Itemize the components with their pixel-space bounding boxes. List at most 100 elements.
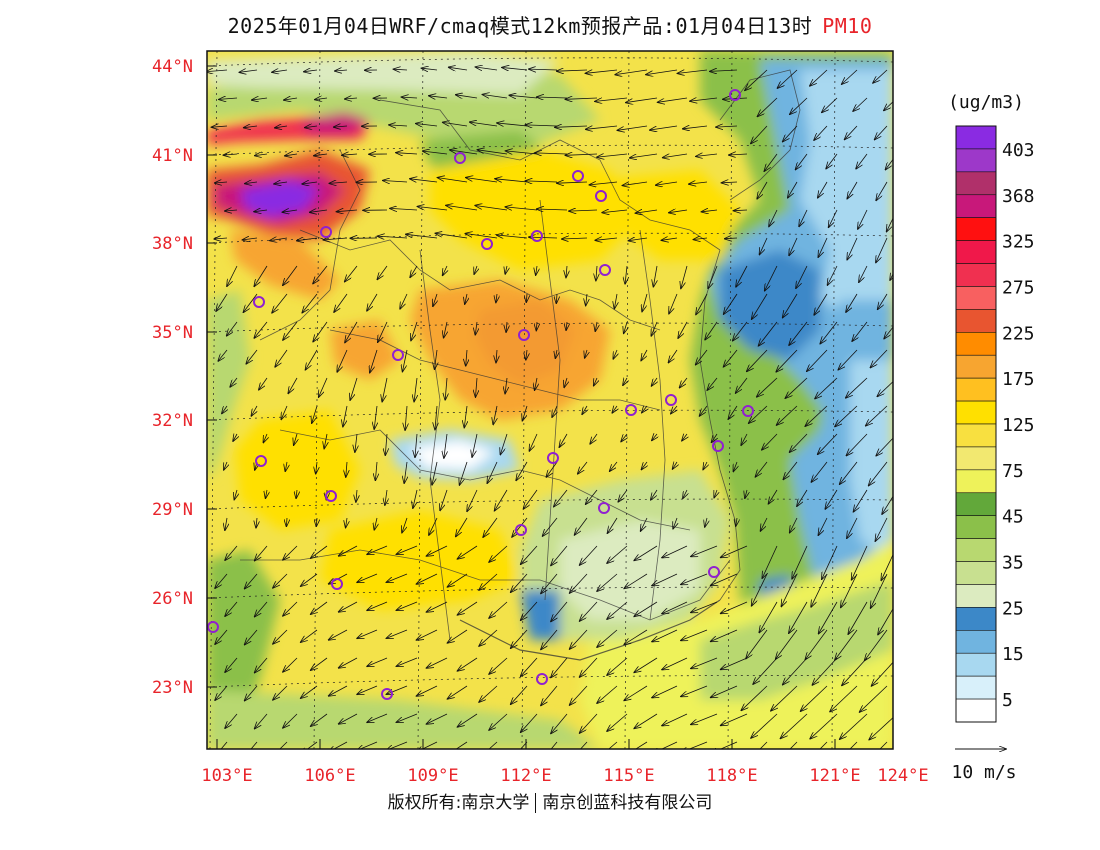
wind-arrow bbox=[607, 657, 628, 675]
wind-arrow bbox=[682, 434, 687, 441]
wind-arrow bbox=[689, 182, 708, 184]
legend-swatch bbox=[955, 354, 997, 379]
wind-arrow bbox=[301, 629, 318, 642]
wind-arrow bbox=[245, 685, 258, 701]
wind-arrow bbox=[215, 573, 228, 588]
wind-arrow bbox=[790, 433, 808, 452]
wind-arrow bbox=[580, 713, 598, 733]
wind-arrow bbox=[736, 265, 748, 287]
wind-arrow bbox=[246, 349, 258, 364]
wind-arrow bbox=[546, 461, 558, 477]
wind-arrow bbox=[759, 601, 778, 632]
wind-arrow bbox=[818, 181, 828, 198]
wind-arrow bbox=[212, 126, 228, 127]
wind-arrow bbox=[618, 125, 648, 130]
wind-arrow bbox=[562, 238, 588, 239]
wind-arrow bbox=[681, 741, 708, 749]
copyright-separator bbox=[535, 793, 537, 813]
wind-arrow bbox=[337, 210, 358, 212]
wind-arrow bbox=[810, 713, 838, 739]
wind-arrow bbox=[305, 126, 318, 128]
wind-arrow bbox=[811, 573, 828, 607]
copyright-right: 南京创蓝科技有限公司 bbox=[542, 793, 713, 813]
wind-arrow bbox=[339, 545, 358, 556]
wind-arrow bbox=[334, 293, 348, 312]
legend-unit: (ug/m3) bbox=[948, 92, 1024, 113]
wind-arrow bbox=[760, 237, 768, 254]
legend-label: 368 bbox=[1002, 186, 1035, 207]
wind-arrow bbox=[417, 573, 438, 584]
wind-arrow bbox=[618, 489, 628, 502]
wind-arrow bbox=[783, 657, 808, 685]
wind-arrow bbox=[828, 265, 838, 285]
wind-arrow bbox=[410, 179, 438, 182]
city-marker bbox=[665, 394, 677, 406]
wind-arrow bbox=[849, 741, 858, 749]
wind-arrow bbox=[835, 405, 858, 426]
wind-arrow bbox=[669, 293, 678, 314]
wind-arrow bbox=[445, 377, 447, 400]
wind-arrow bbox=[673, 517, 677, 529]
wind-arrow bbox=[673, 462, 677, 469]
wind-arrow bbox=[871, 349, 888, 367]
wind-arrow bbox=[764, 153, 778, 171]
wind-arrow bbox=[489, 545, 508, 562]
wind-arrow bbox=[652, 434, 657, 440]
wind-arrow bbox=[586, 293, 587, 305]
wind-arrow bbox=[812, 657, 838, 685]
wind-arrow bbox=[224, 154, 238, 155]
wind-arrow bbox=[427, 657, 448, 668]
wind-arrow bbox=[400, 293, 408, 309]
wind-arrow bbox=[811, 461, 828, 482]
wind-arrow bbox=[263, 433, 267, 442]
wind-arrow bbox=[662, 238, 678, 240]
wind-arrow bbox=[310, 210, 328, 212]
legend-swatch bbox=[955, 698, 997, 723]
wind-arrow bbox=[884, 326, 893, 339]
wind-arrow bbox=[758, 97, 778, 116]
wind-arrow bbox=[543, 517, 558, 536]
wind-arrow bbox=[658, 97, 688, 102]
wind-arrow bbox=[651, 321, 658, 336]
wind-arrow bbox=[642, 406, 647, 413]
wind-arrow bbox=[566, 265, 567, 277]
wind-arrow bbox=[822, 545, 838, 579]
wind-arrow bbox=[641, 517, 648, 531]
wind-arrow bbox=[595, 321, 597, 331]
wind-arrow bbox=[818, 517, 828, 535]
wind-arrow bbox=[859, 265, 868, 282]
lon-label: 106°E bbox=[304, 766, 355, 786]
wind-arrow bbox=[710, 70, 738, 71]
wind-arrow bbox=[466, 349, 467, 366]
wind-arrow bbox=[429, 517, 438, 535]
lat-label: 23°N bbox=[152, 678, 193, 698]
wind-arrow bbox=[215, 629, 228, 644]
wind-arrow bbox=[274, 182, 288, 184]
wind-arrow bbox=[479, 573, 498, 590]
wind-arrow bbox=[396, 153, 418, 154]
wind-arrow bbox=[458, 713, 478, 727]
legend-swatch bbox=[955, 332, 997, 356]
wind-arrow bbox=[312, 405, 318, 423]
city-marker bbox=[320, 226, 332, 238]
wind-arrow bbox=[854, 489, 868, 512]
legend-swatch bbox=[955, 652, 997, 677]
wind-arrow bbox=[696, 154, 718, 156]
wind-arrow bbox=[529, 69, 558, 70]
copyright-footer: 版权所有:南京大学 南京创蓝科技有限公司 bbox=[0, 788, 1100, 813]
wind-arrow bbox=[886, 158, 893, 170]
wind-arrow bbox=[427, 601, 448, 612]
wind-arrow bbox=[302, 293, 318, 313]
wind-arrow bbox=[554, 489, 568, 507]
legend-swatch bbox=[955, 446, 997, 471]
wind-arrow bbox=[789, 321, 808, 345]
wind-arrow bbox=[623, 182, 648, 186]
wind-arrow bbox=[846, 293, 858, 312]
wind-arrow bbox=[259, 377, 268, 390]
lon-label: 121°E bbox=[809, 766, 860, 786]
wind-arrow bbox=[612, 406, 617, 413]
wind-arrow bbox=[869, 461, 888, 485]
wind-arrow bbox=[214, 238, 228, 239]
wind-arrow bbox=[789, 237, 798, 255]
wind-arrow bbox=[752, 293, 768, 319]
